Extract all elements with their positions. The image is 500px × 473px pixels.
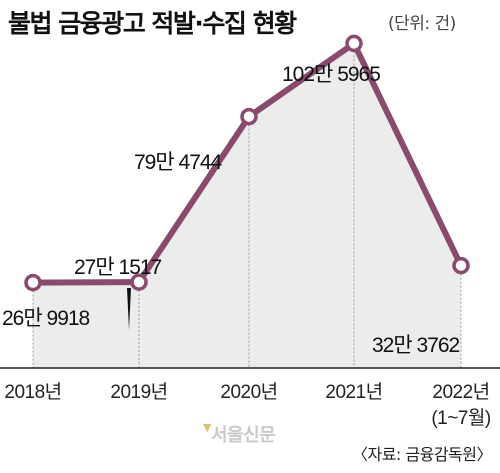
data-label-1: 27만 1517 — [74, 256, 162, 279]
chart-title: 불법 금융광고 적발·수집 현황 — [8, 9, 297, 38]
watermark-text: 서울신문 — [210, 425, 276, 446]
unit-label: (단위: 건) — [388, 14, 456, 34]
data-label-3: 102만 5965 — [282, 63, 380, 86]
data-point-4 — [452, 256, 470, 275]
data-point-1 — [130, 273, 148, 291]
watermark-logo: ▼서울신문 — [203, 421, 276, 447]
data-point-3 — [345, 34, 363, 53]
x-tick-label-4: 2022년 — [432, 381, 489, 403]
x-tick-label-1: 2019년 — [110, 381, 167, 403]
data-label-0: 26만 9918 — [2, 307, 90, 330]
x-tick-label-3: 2021년 — [325, 381, 382, 403]
watermark-mark-icon: ▼ — [203, 421, 211, 434]
area-fill — [33, 43, 461, 368]
data-label-2: 79만 4744 — [134, 151, 223, 174]
x-tick-label-0: 2018년 — [4, 381, 61, 403]
x-tick-label-2: 2020년 — [220, 381, 277, 403]
x-tick-note-4: (1~7월) — [431, 407, 491, 429]
data-label-4: 32만 3762 — [372, 334, 460, 357]
data-point-0 — [24, 273, 42, 292]
source-note: 〈자료: 금융감독원〉 — [351, 445, 493, 464]
label-pointer-icon — [127, 288, 131, 330]
data-point-2 — [240, 107, 258, 126]
